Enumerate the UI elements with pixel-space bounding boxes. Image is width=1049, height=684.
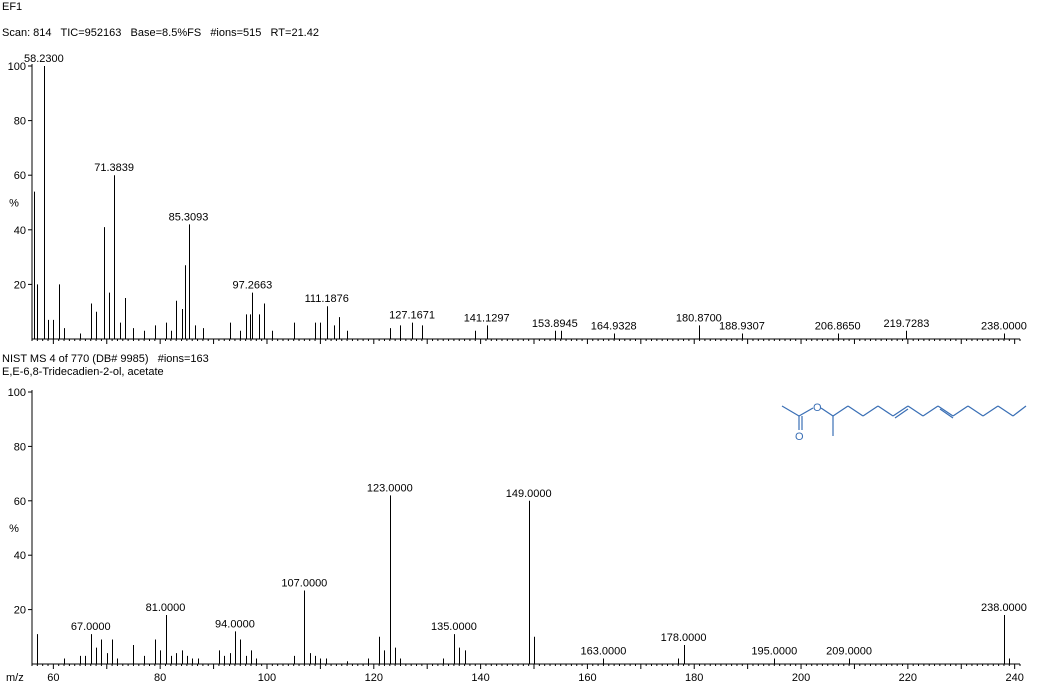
bond bbox=[820, 407, 834, 417]
x-tick-label: 80 bbox=[154, 672, 166, 684]
peak-label: 85.3093 bbox=[169, 211, 209, 223]
peak-label: 123.0000 bbox=[367, 482, 413, 494]
bond bbox=[1012, 405, 1027, 417]
y-tick-label: 80 bbox=[14, 441, 26, 453]
bond bbox=[847, 405, 864, 417]
double-bond bbox=[939, 408, 954, 419]
bond bbox=[907, 405, 924, 417]
x-tick-label: 200 bbox=[792, 672, 810, 684]
y-tick-label: 100 bbox=[8, 61, 26, 73]
peak-label: 188.9307 bbox=[719, 321, 765, 333]
y-tick-label: 60 bbox=[14, 170, 26, 182]
peak-label: 238.0000 bbox=[981, 321, 1027, 333]
x-tick-label: 140 bbox=[471, 672, 489, 684]
peak-label: 206.8650 bbox=[815, 321, 861, 333]
peak-label: 141.1297 bbox=[464, 312, 510, 324]
bond bbox=[922, 405, 939, 417]
bond bbox=[997, 405, 1014, 417]
bond bbox=[892, 405, 909, 417]
bond bbox=[952, 405, 969, 417]
bond bbox=[982, 405, 999, 417]
y-tick-label: 100 bbox=[8, 387, 26, 399]
library-spectrum-panel: 20 40 60 80 100% 60 80 100 120 140 160 180 200 220 240… bbox=[6, 387, 1027, 684]
y-tick-label: 40 bbox=[14, 550, 26, 562]
peak-label: 178.0000 bbox=[661, 632, 707, 644]
bond bbox=[781, 405, 800, 417]
peak-label: 164.9328 bbox=[591, 321, 637, 333]
chemical-structure-drawing: OO bbox=[781, 402, 1027, 443]
x-tick-label: 60 bbox=[47, 672, 59, 684]
peak-label: 94.0000 bbox=[215, 618, 255, 630]
x-tick-label: 100 bbox=[258, 672, 276, 684]
y-tick-label: 60 bbox=[14, 496, 26, 508]
x-tick-label: 240 bbox=[1005, 672, 1023, 684]
bond bbox=[862, 405, 879, 417]
peak-label: 238.0000 bbox=[981, 602, 1027, 614]
scan-info: Scan: 814 TIC=952163 Base=8.5%FS #ions=5… bbox=[2, 27, 319, 39]
peak-label: 97.2663 bbox=[233, 280, 273, 292]
bond bbox=[798, 407, 814, 417]
library-info: NIST MS 4 of 770 (DB# 9985) #ions=163 bbox=[2, 353, 209, 365]
peak-label: 67.0000 bbox=[71, 621, 111, 633]
bond bbox=[877, 405, 894, 417]
peak-label: 71.3839 bbox=[94, 162, 134, 174]
peak-label: 135.0000 bbox=[431, 621, 477, 633]
bond bbox=[937, 405, 954, 417]
y-axis-label: % bbox=[9, 523, 19, 535]
bond bbox=[967, 405, 984, 417]
peak-label: 127.1671 bbox=[389, 310, 435, 322]
peak-label: 153.8945 bbox=[532, 318, 578, 330]
double-bond bbox=[894, 408, 909, 419]
oxygen-atom-label: O bbox=[795, 431, 804, 443]
peak-label: 81.0000 bbox=[146, 602, 186, 614]
y-tick-label: 40 bbox=[14, 225, 26, 237]
y-tick-label: 80 bbox=[14, 116, 26, 128]
y-tick-label: 20 bbox=[14, 279, 26, 291]
bond bbox=[832, 405, 849, 417]
oxygen-atom-label: O bbox=[813, 402, 822, 414]
peak-label: 149.0000 bbox=[506, 488, 552, 500]
x-tick-label: 220 bbox=[899, 672, 917, 684]
y-axis-label: % bbox=[9, 198, 19, 210]
peak-label: 163.0000 bbox=[580, 646, 626, 658]
x-tick-label: 120 bbox=[365, 672, 383, 684]
peak-label: 107.0000 bbox=[281, 578, 327, 590]
peak-label: 195.0000 bbox=[751, 646, 797, 658]
sample-spectrum-panel: 20 40 60 80 100% 58.2300 71.3839 85.3093 97.2663… bbox=[8, 53, 1027, 344]
y-tick-label: 20 bbox=[14, 605, 26, 617]
peak-label: 219.7283 bbox=[883, 318, 929, 330]
x-axis-label: m/z bbox=[6, 672, 24, 684]
spectrum-title: EF1 bbox=[2, 1, 23, 13]
compound-name: E,E-6,8-Tridecadien-2-ol, acetate bbox=[2, 366, 164, 378]
peak-label: 180.8700 bbox=[676, 312, 722, 324]
peak-label: 209.0000 bbox=[826, 646, 872, 658]
x-tick-label: 180 bbox=[685, 672, 703, 684]
x-tick-label: 160 bbox=[578, 672, 596, 684]
peak-label: 111.1876 bbox=[305, 293, 349, 305]
peak-label: 58.2300 bbox=[24, 53, 64, 65]
